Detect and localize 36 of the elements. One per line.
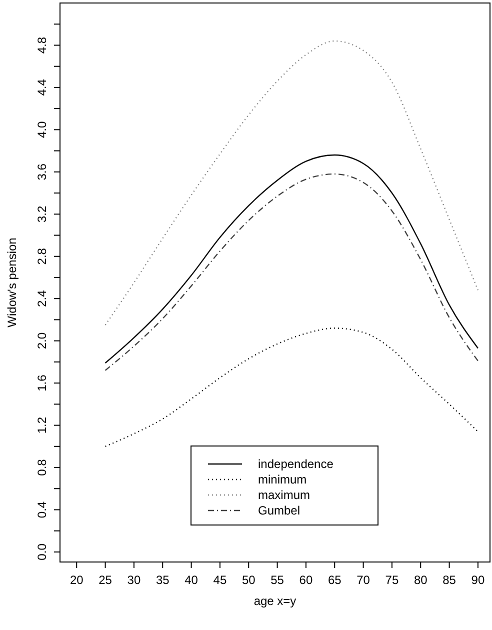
y-tick-label: 1.6 [35, 374, 49, 392]
x-axis-title: age x=y [254, 594, 296, 608]
legend-label: maximum [258, 488, 310, 502]
x-tick-label: 85 [442, 573, 456, 587]
legend-label: Gumbel [258, 504, 300, 518]
y-tick-label: 3.6 [35, 163, 49, 180]
x-tick-label: 65 [328, 573, 342, 587]
legend-label: minimum [258, 472, 307, 486]
line-series [104, 40, 479, 326]
x-tick-label: 35 [156, 573, 170, 587]
x-tick-label: 20 [70, 573, 84, 587]
x-tick-label: 75 [385, 573, 399, 587]
y-axis-title: Widow's pension [5, 238, 19, 328]
x-tick-label: 90 [471, 573, 485, 587]
y-tick-label: 2.0 [35, 332, 49, 350]
y-tick-label: 1.2 [35, 416, 49, 434]
x-tick-label: 70 [356, 573, 370, 587]
x-tick-label: 80 [414, 573, 428, 587]
y-tick-label: 0.4 [35, 501, 49, 518]
line-series [104, 328, 479, 447]
y-tick-label: 3.2 [35, 205, 49, 222]
y-tick-label: 0.8 [35, 458, 49, 476]
x-tick-label: 40 [184, 573, 198, 587]
y-tick-label: 4.4 [35, 78, 49, 96]
x-tick-label: 45 [213, 573, 227, 587]
y-tick-label: 2.8 [35, 248, 49, 265]
x-tick-label: 60 [299, 573, 313, 587]
y-tick-label: 4.8 [35, 36, 49, 54]
x-tick-label: 30 [127, 573, 141, 587]
y-tick-label: 0.0 [35, 543, 49, 560]
x-tick-label: 25 [98, 573, 112, 587]
x-tick-label: 55 [270, 573, 284, 587]
legend-label: independence [258, 457, 334, 471]
x-tick-label: 50 [242, 573, 256, 587]
y-tick-label: 4.0 [35, 121, 49, 138]
y-tick-label: 2.4 [35, 290, 49, 307]
